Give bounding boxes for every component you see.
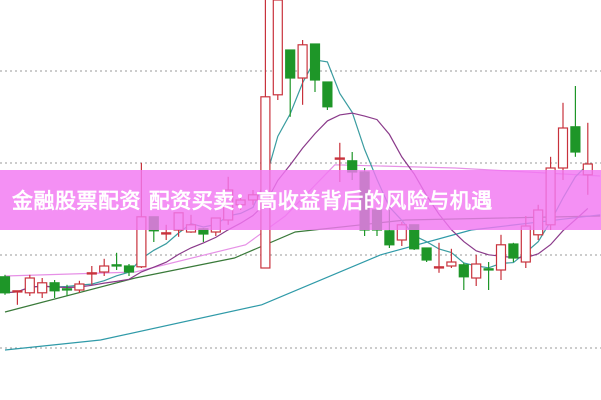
candle-up: [471, 263, 482, 279]
candle-up: [86, 272, 97, 275]
ma_long-line: [4, 214, 601, 351]
candle-down: [123, 265, 135, 273]
candle-up: [12, 290, 23, 293]
candle-up: [99, 265, 110, 273]
candle-down: [508, 243, 519, 259]
candle-up: [495, 244, 507, 271]
candle-up: [520, 225, 531, 263]
candle-up: [24, 277, 35, 294]
candle-down: [322, 81, 333, 108]
candle-down: [111, 264, 122, 267]
candle-up: [161, 232, 172, 235]
banner-title: 金融股票配资 配资买卖：高收益背后的风险与机遇: [12, 189, 493, 213]
candle-up: [272, 0, 283, 96]
candle-down: [61, 288, 73, 291]
candle-down: [0, 276, 11, 294]
candle-up: [334, 157, 345, 160]
candle-down: [49, 282, 60, 292]
ma_green-line: [4, 215, 601, 313]
ma_mid-line: [4, 112, 589, 294]
candle-down: [458, 264, 469, 278]
title-banner: 金融股票配资 配资买卖：高收益背后的风险与机遇: [0, 170, 601, 230]
candle-down: [309, 43, 321, 81]
candle-down: [384, 230, 395, 246]
candle-down: [285, 49, 296, 79]
candle-up: [446, 261, 457, 267]
candle-down: [483, 268, 494, 271]
candle-up: [37, 282, 48, 294]
candle-up: [557, 127, 569, 169]
candle-down: [570, 126, 581, 153]
candle-down: [421, 247, 432, 261]
candle-up: [297, 44, 308, 79]
ma_short-line: [4, 59, 589, 294]
candle-up: [74, 283, 85, 291]
candle-up: [433, 266, 445, 269]
